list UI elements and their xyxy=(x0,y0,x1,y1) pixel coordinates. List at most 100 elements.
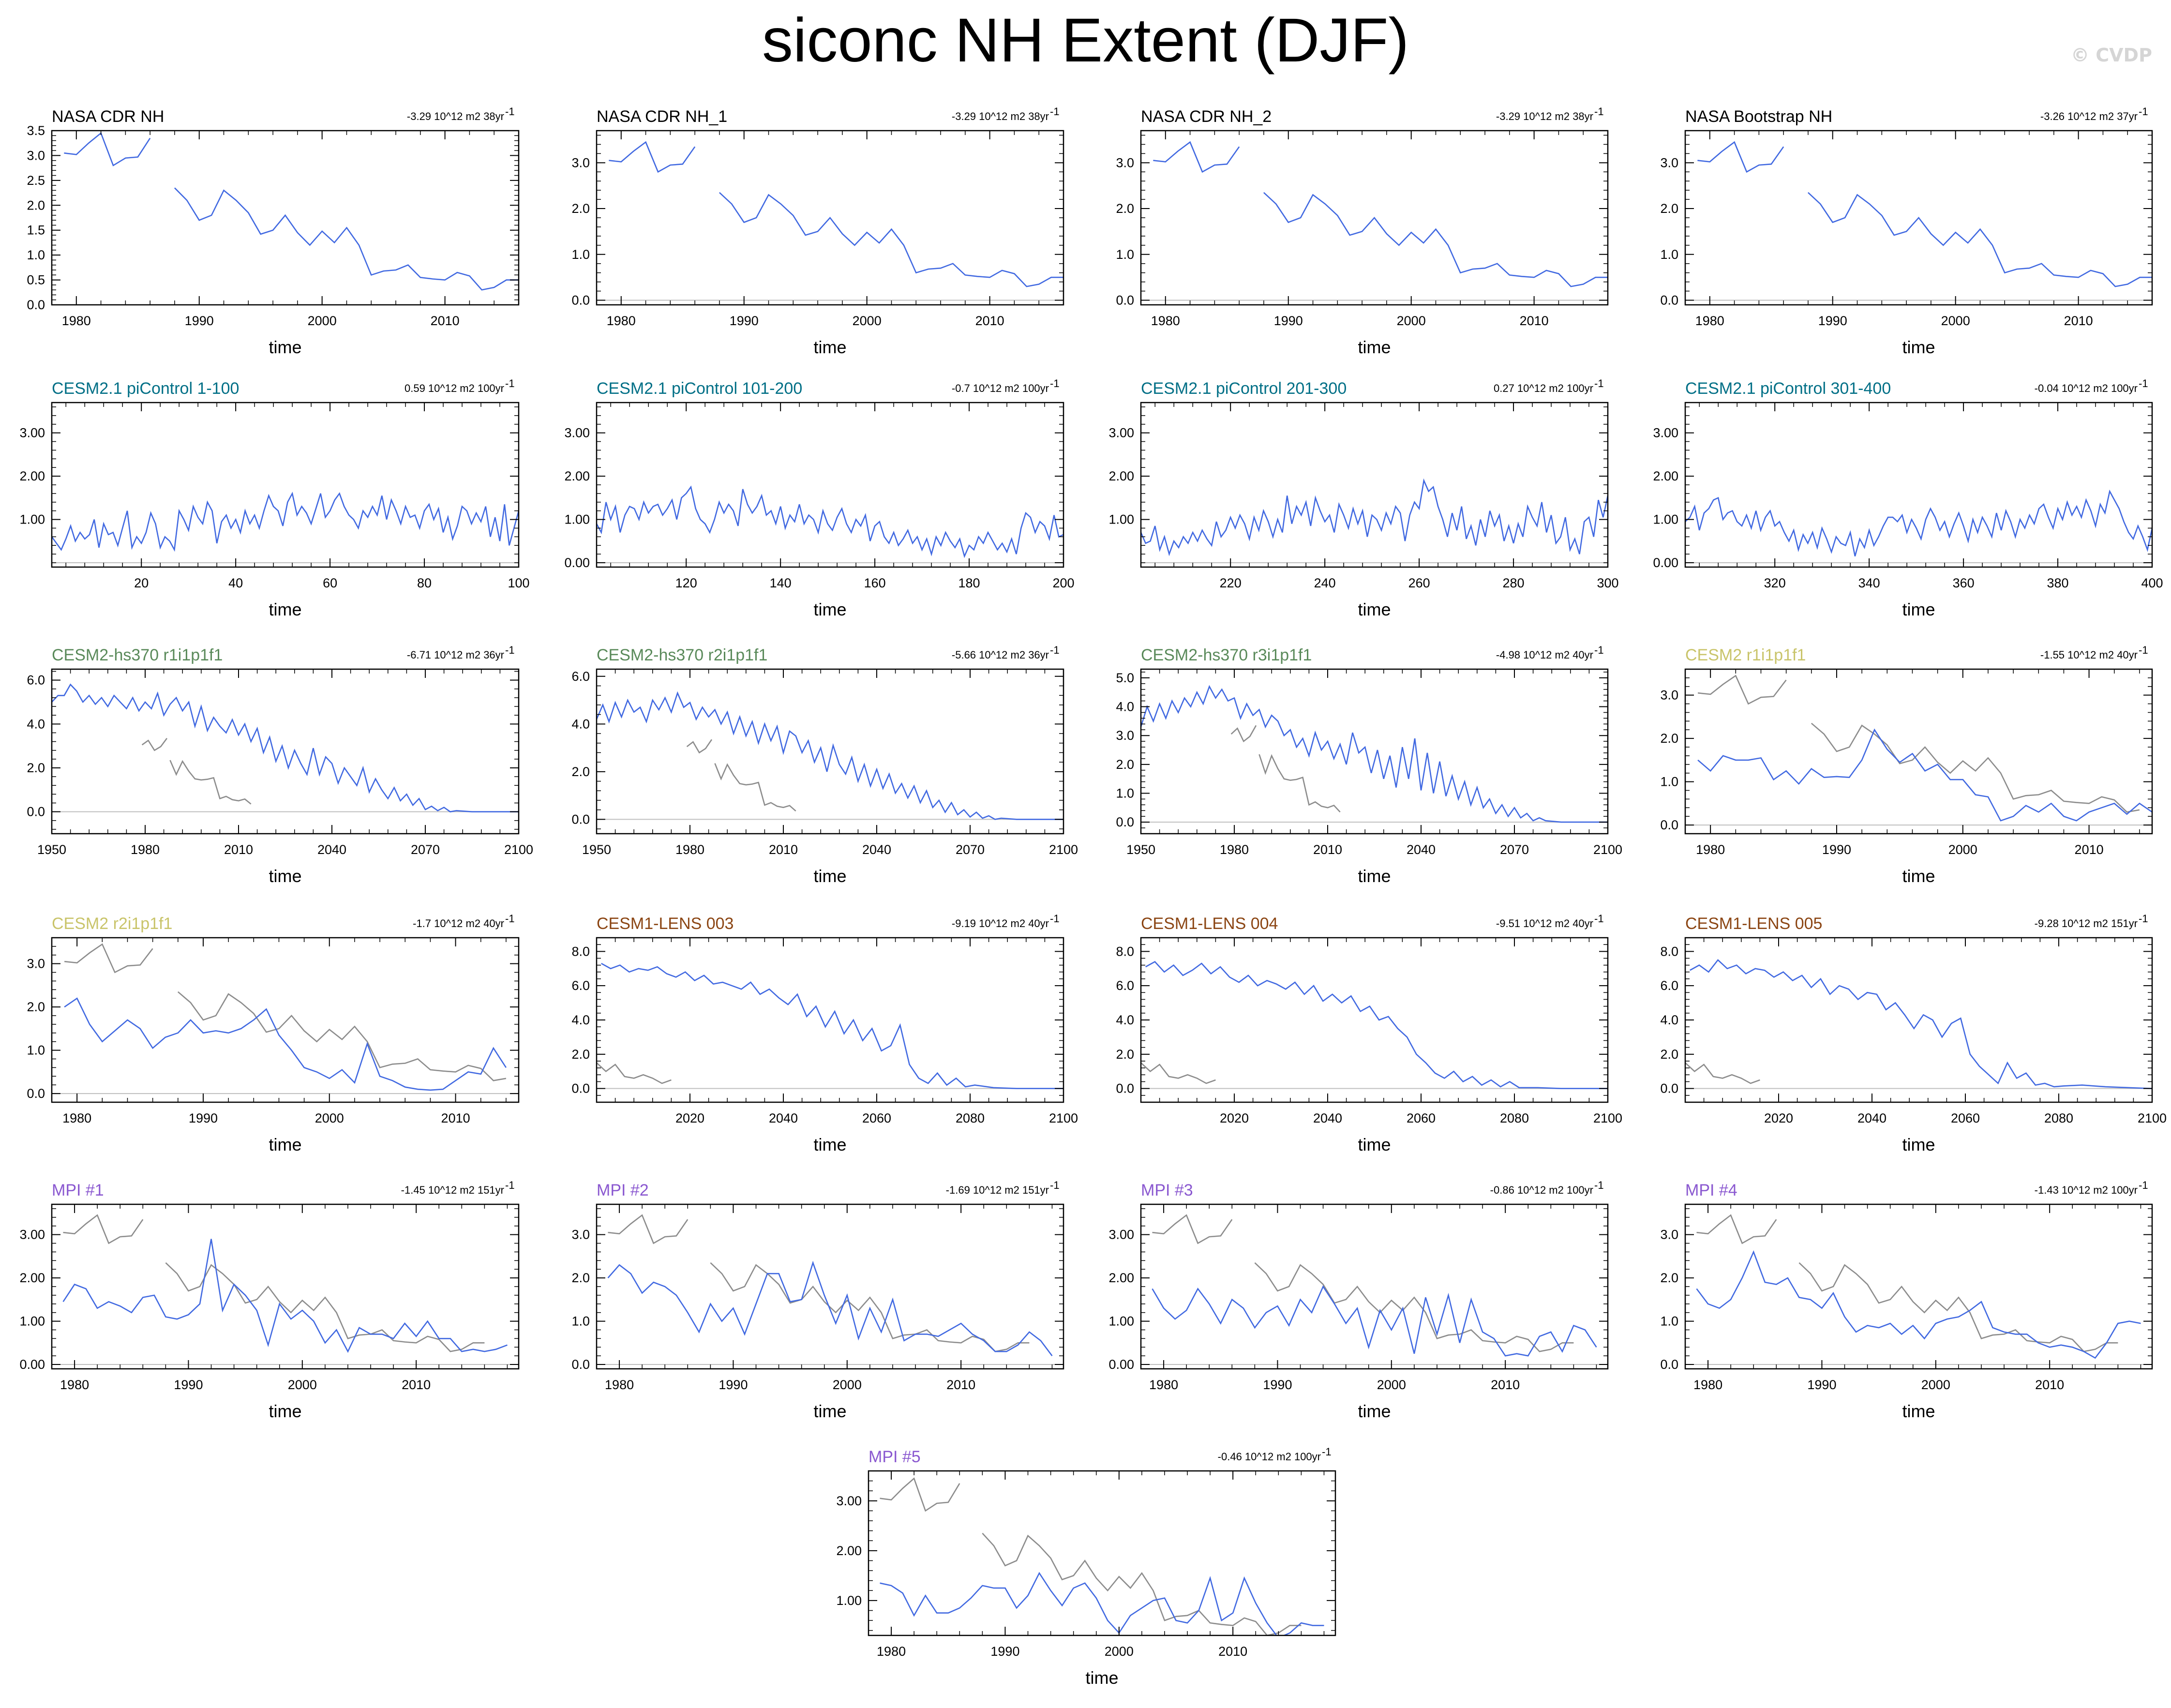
panel-title: CESM2 r2i1p1f1 xyxy=(52,914,172,933)
trend-label: -0.46 10^12 m2 100yr xyxy=(1218,1451,1321,1463)
trend-exponent: -1 xyxy=(1594,105,1604,118)
x-tick-label: 2010 xyxy=(2075,842,2104,857)
trend-exponent: -1 xyxy=(2139,105,2148,118)
x-axis-label: time xyxy=(813,337,846,357)
x-tick-label: 40 xyxy=(228,576,243,590)
plot-frame xyxy=(596,1203,1064,1370)
model-series-line xyxy=(1145,960,1608,1089)
x-tick-label: 2010 xyxy=(2035,1378,2064,1392)
y-tick-label: 6.0 xyxy=(571,978,590,993)
x-tick-label: 360 xyxy=(1953,576,1975,590)
plot-frame xyxy=(51,1203,520,1370)
x-tick-label: 2010 xyxy=(2064,314,2093,328)
y-tick-label: 0.0 xyxy=(1660,1357,1678,1372)
x-tick-label: 2000 xyxy=(288,1378,317,1392)
x-tick-label: 1980 xyxy=(62,314,91,328)
trend-exponent: -1 xyxy=(1594,1179,1604,1191)
trend-exponent: -1 xyxy=(2139,644,2148,656)
panel: MPI #1 -1.45 10^12 m2 151yr -1 0.00 1.00 2.00… xyxy=(19,1179,520,1421)
trend-exponent: -1 xyxy=(505,377,515,390)
figure-title: siconc NH Extent (DJF) xyxy=(762,6,1409,75)
y-tick-label: 3.0 xyxy=(27,148,45,163)
panel-title: CESM2-hs370 r3i1p1f1 xyxy=(1141,646,1312,664)
x-tick-label: 2010 xyxy=(431,314,460,328)
y-tick-label: 0.00 xyxy=(1653,555,1678,570)
y-tick-label: 5.0 xyxy=(1116,671,1134,685)
y-tick-label: 1.5 xyxy=(27,223,45,238)
y-tick-label: 3.0 xyxy=(1660,688,1678,703)
y-tick-label: 2.0 xyxy=(571,201,590,216)
panel-title: NASA CDR NH_2 xyxy=(1141,107,1272,126)
y-tick-label: 3.0 xyxy=(1116,728,1134,743)
x-tick-label: 2000 xyxy=(1377,1378,1406,1392)
x-tick-label: 2000 xyxy=(853,314,882,328)
panel-title: CESM1-LENS 005 xyxy=(1685,914,1822,933)
trend-label: -1.55 10^12 m2 40yr xyxy=(2040,649,2138,661)
x-tick-label: 2100 xyxy=(1593,1111,1622,1125)
x-tick-label: 2010 xyxy=(224,842,253,857)
observed-series-line xyxy=(64,943,507,1081)
panel: MPI #4 -1.43 10^12 m2 100yr -1 0.0 1.0 2.0 3.0… xyxy=(1660,1179,2153,1421)
y-tick-label: 0.0 xyxy=(27,805,45,819)
x-axis-label: time xyxy=(1902,1401,1935,1421)
x-axis-label: time xyxy=(1358,866,1391,886)
model-series-line xyxy=(601,962,1063,1089)
panel: MPI #5 -0.46 10^12 m2 100yr -1 1.00 2.00 3.00… xyxy=(836,1446,1336,1688)
x-tick-label: 2010 xyxy=(946,1378,975,1392)
x-tick-label: 380 xyxy=(2047,576,2069,590)
y-tick-label: 0.0 xyxy=(571,1081,590,1096)
trend-exponent: -1 xyxy=(505,644,515,656)
y-tick-label: 3.00 xyxy=(1653,426,1678,440)
panel-title: CESM1-LENS 004 xyxy=(1141,914,1278,933)
x-tick-label: 1990 xyxy=(1274,314,1303,328)
y-tick-label: 1.0 xyxy=(1116,786,1134,800)
y-tick-label: 3.00 xyxy=(19,426,45,440)
panel: CESM2-hs370 r2i1p1f1 -5.66 10^12 m2 36yr -… xyxy=(571,644,1078,886)
trend-label: -9.28 10^12 m2 151yr xyxy=(2035,917,2138,929)
panel-title: NASA Bootstrap NH xyxy=(1685,107,1832,126)
x-tick-label: 2060 xyxy=(1407,1111,1436,1125)
x-tick-label: 2040 xyxy=(1407,842,1436,857)
y-tick-label: 3.00 xyxy=(19,1228,45,1242)
x-tick-label: 2010 xyxy=(975,314,1004,328)
plot-frame xyxy=(1140,402,1609,568)
x-axis-label: time xyxy=(1902,1135,1935,1154)
x-tick-label: 1980 xyxy=(1220,842,1249,857)
y-tick-label: 0.00 xyxy=(1108,1357,1134,1372)
y-tick-label: 6.0 xyxy=(27,673,45,688)
trend-exponent: -1 xyxy=(2139,1179,2148,1191)
trend-label: -6.71 10^12 m2 36yr xyxy=(407,649,504,661)
y-tick-label: 3.0 xyxy=(571,155,590,170)
y-tick-label: 4.0 xyxy=(1660,1013,1678,1027)
cvdp-watermark: © CVDP xyxy=(2071,45,2152,66)
panel-title: CESM2.1 piControl 1-100 xyxy=(52,379,239,398)
x-tick-label: 2000 xyxy=(315,1111,344,1125)
model-series-line xyxy=(1141,685,1608,823)
x-tick-label: 1990 xyxy=(189,1111,218,1125)
y-tick-label: 0.5 xyxy=(27,273,45,287)
x-tick-label: 2010 xyxy=(1520,314,1549,328)
x-axis-label: time xyxy=(1902,337,1935,357)
y-tick-label: 3.0 xyxy=(1660,155,1678,170)
y-tick-label: 1.00 xyxy=(19,1314,45,1329)
x-tick-label: 1980 xyxy=(877,1644,906,1659)
y-tick-label: 1.00 xyxy=(1108,512,1134,527)
trend-label: -0.86 10^12 m2 100yr xyxy=(1490,1184,1593,1196)
x-axis-label: time xyxy=(1902,866,1935,886)
x-tick-label: 2080 xyxy=(956,1111,985,1125)
trend-exponent: -1 xyxy=(1050,105,1060,118)
x-tick-label: 1990 xyxy=(1822,842,1851,857)
y-tick-label: 8.0 xyxy=(571,944,590,959)
x-axis-label: time xyxy=(1358,1135,1391,1154)
y-tick-label: 2.0 xyxy=(571,764,590,779)
model-series-line xyxy=(880,1572,1324,1635)
x-axis-label: time xyxy=(269,866,301,886)
trend-label: -0.7 10^12 m2 100yr xyxy=(952,382,1049,394)
x-tick-label: 320 xyxy=(1764,576,1786,590)
x-tick-label: 1980 xyxy=(1149,1378,1178,1392)
x-axis-label: time xyxy=(1902,599,1935,619)
y-tick-label: 3.00 xyxy=(1108,426,1134,440)
x-axis-label: time xyxy=(1358,1401,1391,1421)
y-tick-label: 1.00 xyxy=(1108,1314,1134,1329)
x-tick-label: 2070 xyxy=(1500,842,1529,857)
